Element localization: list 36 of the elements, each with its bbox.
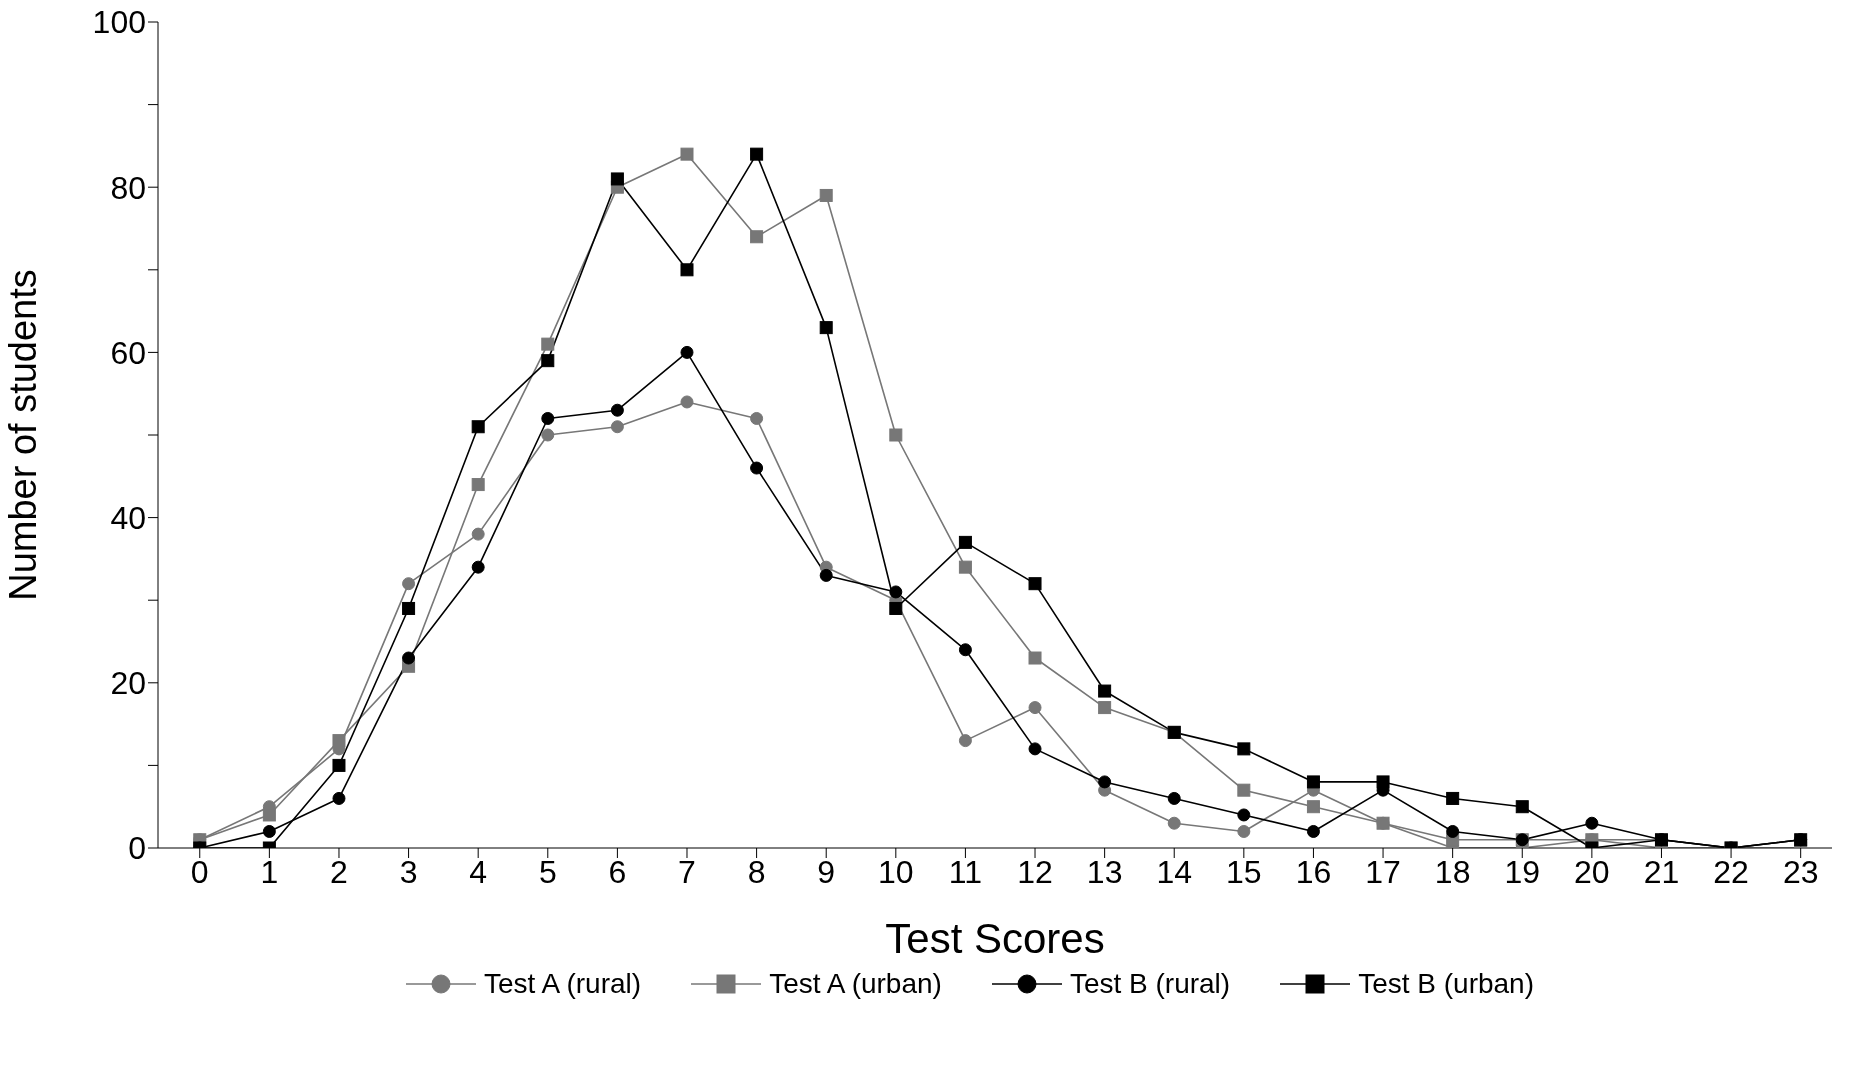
x-tick-label: 9 [817,853,836,890]
legend-label: Test A (rural) [483,968,642,1000]
y-tick-label: 80 [110,169,146,206]
x-tick-label: 14 [1156,853,1193,890]
y-axis-title: Number of students [2,269,45,601]
y-tick-label: 100 [92,4,146,41]
x-tick-label: 5 [538,853,557,890]
x-tick-label: 0 [190,853,209,890]
legend-label: Test A (urban) [769,968,942,1000]
x-tick-label: 8 [747,853,766,890]
x-tick-label: 1 [260,853,279,890]
x-tick-label: 2 [330,853,348,890]
x-tick-label: 4 [469,853,488,890]
y-tick-label: 60 [110,334,146,371]
y-tick-label: 0 [128,830,146,867]
x-tick-label: 19 [1504,853,1541,890]
x-tick-label: 20 [1574,853,1610,890]
x-tick-label: 11 [948,853,983,890]
y-tick-label: 20 [110,665,146,702]
x-tick-label: 23 [1782,853,1819,890]
x-tick-label: 13 [1086,853,1123,890]
x-tick-label: 12 [1017,853,1053,890]
x-tick-label: 7 [678,853,696,890]
legend-label: Test B (urban) [1358,968,1535,1000]
x-tick-label: 6 [608,853,627,890]
y-tick-label: 40 [110,499,146,536]
x-tick-label: 16 [1295,853,1332,890]
x-tick-label: 21 [1643,853,1680,890]
x-tick-label: 22 [1713,853,1749,890]
x-tick-label: 17 [1365,853,1401,890]
x-tick-label: 15 [1226,853,1262,890]
x-tick-label: 3 [399,853,418,890]
x-tick-label: 10 [878,853,914,890]
legend-label: Test B (rural) [1069,968,1231,1000]
x-tick-label: 18 [1434,853,1471,890]
x-axis-title: Test Scores [885,915,1105,962]
